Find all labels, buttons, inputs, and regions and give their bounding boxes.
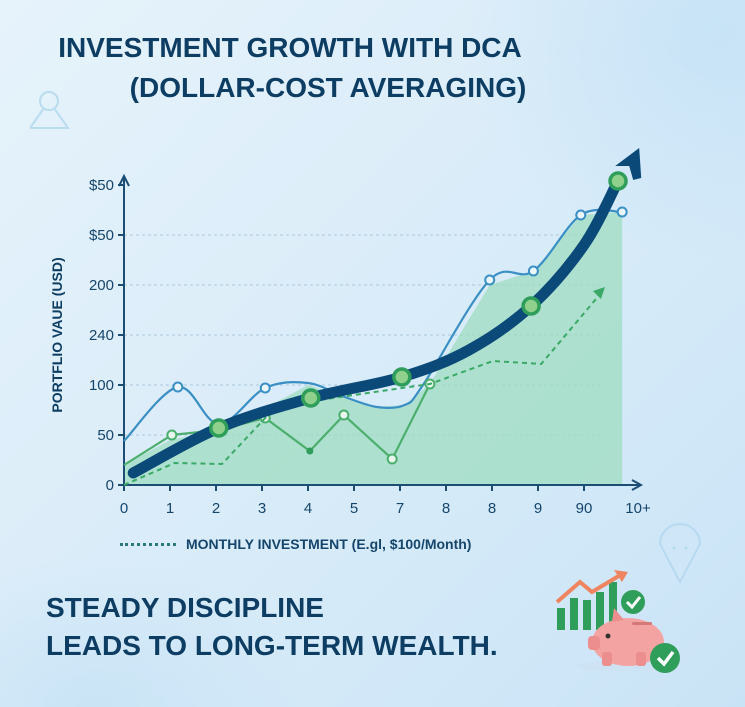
y-tick-label: 240	[89, 327, 114, 344]
dca-trend-marker	[608, 171, 628, 191]
portfolio-blue-marker	[259, 382, 271, 394]
bar-chart-icon	[557, 582, 617, 630]
x-tick-label: 7	[396, 500, 404, 517]
legend: MONTHLY INVESTMENT (E.gl, $100/Month)	[120, 536, 471, 552]
portfolio-blue-marker	[527, 265, 539, 277]
x-tick-label: 0	[120, 500, 128, 517]
dca-trend-marker	[209, 418, 229, 438]
y-tick-label: 50	[97, 427, 114, 444]
x-tick-label: 9	[534, 500, 542, 517]
portfolio-green-marker-filled	[306, 447, 314, 455]
dca-trend-marker	[521, 296, 541, 316]
dca-trend-marker	[392, 367, 412, 387]
piggy-bank-icon	[588, 608, 664, 666]
legend-dotted-line	[120, 542, 176, 546]
monthly-investment-arrow-icon	[592, 287, 605, 299]
area-fill	[124, 212, 623, 485]
x-axis-arrow-icon	[631, 479, 644, 491]
piggy-bank-growth-illustration	[555, 570, 680, 673]
x-tick-label: 5	[350, 500, 358, 517]
portfolio-green-marker	[338, 409, 350, 421]
checkmark-icon	[650, 643, 680, 673]
y-tick-label: 0	[106, 477, 114, 494]
y-tick-label: 100	[89, 377, 114, 394]
x-tick-label: 8	[442, 500, 450, 517]
portfolio-blue-marker	[616, 206, 628, 218]
checkmark-icon	[621, 590, 645, 614]
x-tick-label: 10+	[625, 500, 651, 517]
y-axis-arrow-icon	[118, 173, 130, 187]
portfolio-blue-marker	[575, 209, 587, 221]
portfolio-green-marker	[386, 453, 398, 465]
dca-trend-marker	[301, 388, 321, 408]
portfolio-blue-marker	[172, 381, 184, 393]
legend-label: MONTHLY INVESTMENT (E.gl, $100/Month)	[186, 536, 472, 552]
chart-title-line2: (DOLLAR-COST AVERAGING)	[129, 72, 527, 103]
x-tick-label: 1	[166, 500, 174, 517]
y-tick-label: $50	[89, 227, 114, 244]
trend-arrow-icon	[555, 572, 624, 604]
portfolio-green-marker	[166, 429, 178, 441]
x-tick-label: 2	[212, 500, 220, 517]
x-tick-label: 90	[576, 500, 593, 517]
portfolio-blue-marker	[484, 274, 496, 286]
y-axis-label: PORTFLIO VAUE (USD)	[49, 257, 65, 412]
x-tick-label: 8	[488, 500, 496, 517]
chart-title-line1: INVESTMENT GROWTH WITH DCA	[58, 32, 522, 63]
x-tick-label: 4	[304, 500, 312, 517]
portfolio-green-line	[123, 383, 431, 466]
user-icon	[29, 91, 70, 129]
x-tick-label: 3	[258, 500, 266, 517]
tagline-line2: LEADS TO LONG-TERM WEALTH.	[46, 630, 498, 661]
dca-trend-arrow-icon	[615, 148, 642, 180]
y-tick-label: $50	[89, 177, 114, 194]
location-pin-icon	[658, 523, 702, 585]
y-tick-label: 200	[89, 277, 114, 294]
tagline-line1: STEADY DISCIPLINE	[46, 592, 324, 623]
